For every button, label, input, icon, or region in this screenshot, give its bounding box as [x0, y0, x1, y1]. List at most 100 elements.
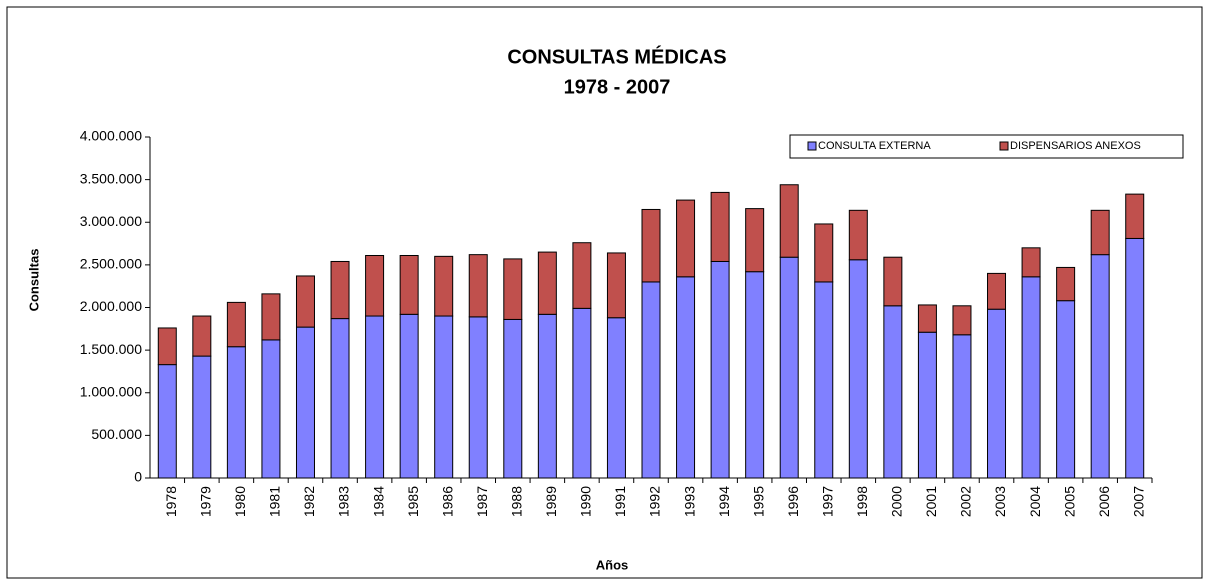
x-tick-label: 1987 [474, 486, 490, 517]
bar-segment [468, 254, 488, 318]
bar-segment [952, 334, 972, 479]
bar-segment [987, 308, 1007, 479]
bar-segment [192, 315, 212, 357]
legend-swatch [999, 141, 1009, 151]
x-tick-label: 1995 [750, 486, 766, 517]
legend-label: DISPENSARIOS ANEXOS [1010, 140, 1141, 152]
bar-segment [641, 208, 661, 283]
bar-segment [1021, 276, 1041, 479]
y-tick-label: 1.500.000 [80, 341, 142, 357]
x-tick-label: 1998 [854, 486, 870, 517]
x-tick-label: 1988 [508, 486, 524, 517]
x-tick-label: 1986 [439, 486, 455, 517]
legend-box [789, 134, 1184, 159]
bar-segment [641, 281, 661, 479]
bar-segment [710, 260, 730, 479]
bar-segment [848, 259, 868, 479]
y-tick-label: 2.000.000 [80, 298, 142, 314]
bar-segment [1021, 247, 1041, 278]
x-tick-label: 2000 [889, 486, 905, 517]
bar-segment [295, 275, 315, 328]
bar-segment [365, 315, 385, 479]
bar-segment [779, 184, 799, 258]
y-tick-label: 0 [134, 469, 142, 485]
bar-segment [814, 223, 834, 283]
bar-segment [710, 191, 730, 262]
bar-segment [745, 271, 765, 479]
bar-segment [330, 318, 350, 479]
x-tick-label: 2004 [1027, 486, 1043, 517]
bar-segment [572, 307, 592, 479]
bar-segment [157, 327, 177, 366]
bar-segment [226, 301, 246, 348]
x-tick-label: 2006 [1096, 486, 1112, 517]
bar-segment [261, 293, 281, 341]
bar-segment [779, 256, 799, 479]
x-tick-label: 1994 [716, 486, 732, 517]
bar-segment [295, 326, 315, 479]
bar-segment [399, 254, 419, 315]
bar-segment [503, 258, 523, 320]
bar-segment [883, 305, 903, 479]
x-tick-label: 2007 [1130, 486, 1146, 517]
y-tick-label: 3.500.000 [80, 170, 142, 186]
bar-segment [952, 305, 972, 336]
y-tick-label: 1.000.000 [80, 383, 142, 399]
bar-segment [1056, 300, 1076, 479]
bar-segment [606, 252, 626, 319]
bar-segment [434, 255, 454, 317]
y-tick-label: 3.000.000 [80, 213, 142, 229]
x-tick-label: 1981 [267, 486, 283, 517]
y-tick-label: 4.000.000 [80, 128, 142, 144]
bar-segment [1090, 209, 1110, 256]
x-tick-label: 1983 [336, 486, 352, 517]
x-tick-label: 2005 [1061, 486, 1077, 517]
bar-segment [814, 281, 834, 479]
bar-segment [1056, 266, 1076, 302]
bar-segment [468, 316, 488, 479]
x-tick-label: 1997 [819, 486, 835, 517]
y-axis-label: Consultas [26, 249, 41, 312]
bar-segment [848, 209, 868, 261]
bar-segment [676, 199, 696, 278]
x-tick-label: 2002 [958, 486, 974, 517]
bar-segment [883, 256, 903, 307]
x-tick-label: 1982 [301, 486, 317, 517]
x-tick-label: 1992 [647, 486, 663, 517]
bar-segment [537, 251, 557, 315]
x-tick-label: 1984 [370, 486, 386, 517]
bar-segment [1090, 254, 1110, 479]
x-tick-label: 1996 [785, 486, 801, 517]
bar-segment [261, 339, 281, 479]
bar-segment [676, 276, 696, 479]
y-tick-label: 500.000 [91, 426, 142, 442]
bar-segment [192, 355, 212, 479]
x-tick-label: 1980 [232, 486, 248, 517]
x-tick-label: 1978 [163, 486, 179, 517]
x-axis-label: Años [596, 557, 629, 572]
x-tick-label: 1979 [198, 486, 214, 517]
x-tick-label: 1989 [543, 486, 559, 517]
bar-segment [572, 242, 592, 309]
bar-segment [1125, 237, 1145, 479]
bar-segment [1125, 193, 1145, 239]
bar-segment [537, 313, 557, 479]
x-tick-label: 1985 [405, 486, 421, 517]
bar-segment [503, 318, 523, 479]
bar-segment [365, 254, 385, 317]
bar-segment [917, 331, 937, 479]
bar-segment [434, 315, 454, 479]
legend-label: CONSULTA EXTERNA [818, 140, 931, 152]
bar-segment [606, 317, 626, 479]
chart-subtitle: 1978 - 2007 [564, 76, 671, 98]
bar-segment [745, 208, 765, 273]
bar-segment [917, 304, 937, 333]
bar-segment [157, 364, 177, 479]
y-tick-label: 2.500.000 [80, 256, 142, 272]
x-tick-label: 2003 [992, 486, 1008, 517]
x-tick-label: 1993 [681, 486, 697, 517]
bar-segment [226, 346, 246, 479]
legend-swatch [807, 141, 817, 151]
chart-title: CONSULTAS MÉDICAS [507, 45, 726, 68]
